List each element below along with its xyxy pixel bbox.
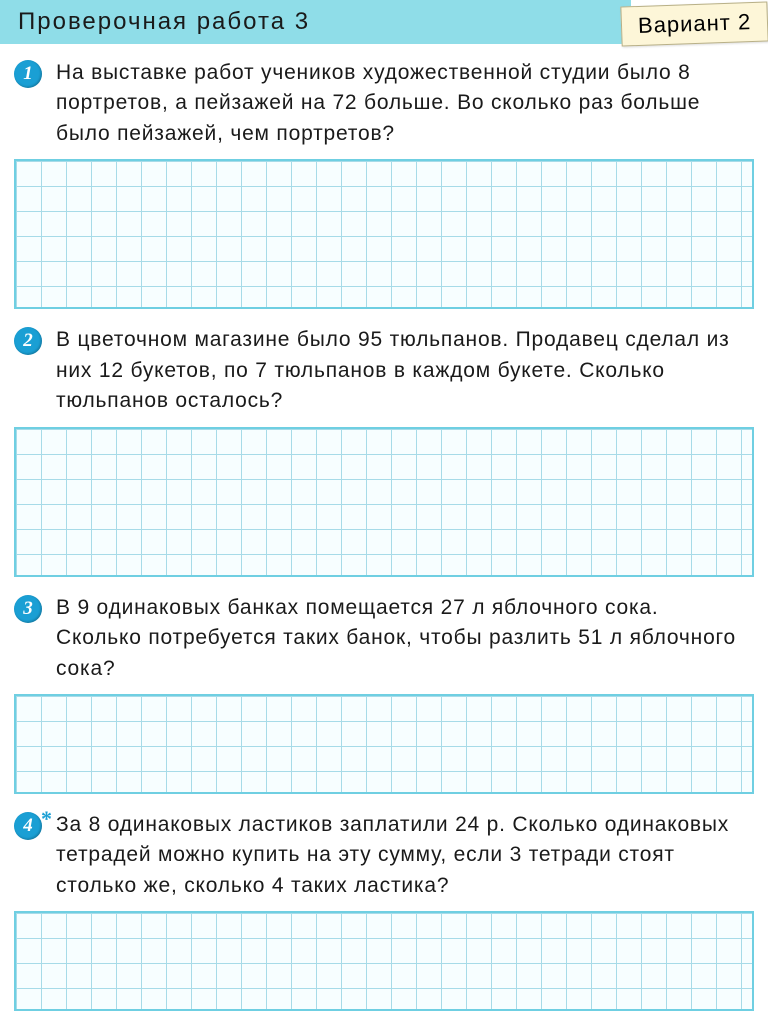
answer-grid-3[interactable] [14,694,754,794]
answer-grid-2[interactable] [14,427,754,577]
problem-badge-3: 3 [14,595,42,623]
header-row: Проверочная работа 3 Вариант 2 [0,0,768,44]
problem-text-3: В 9 одинаковых банках помещается 27 л яб… [56,593,748,684]
problem-text-2: В цветочном магазине было 95 тюльпанов. … [56,325,748,416]
answer-grid-1[interactable] [14,159,754,309]
problem-text-1: На выставке работ учеников художественно… [56,58,748,149]
worksheet-title: Проверочная работа 3 [0,0,631,44]
problem-badge-2: 2 [14,327,42,355]
problem-badge-1: 1 [14,60,42,88]
worksheet-page: Проверочная работа 3 Вариант 2 1 На выста… [0,0,768,1011]
problem-4: 4 За 8 одинаковых ластиков заплатили 24 р… [0,804,768,905]
problem-2: 2 В цветочном магазине было 95 тюльпанов.… [0,319,768,420]
problem-1: 1 На выставке работ учеников художественн… [0,52,768,153]
problem-text-4: За 8 одинаковых ластиков заплатили 24 р.… [56,810,748,901]
problem-badge-4: 4 [14,812,42,840]
answer-grid-4[interactable] [14,911,754,1011]
problem-3: 3 В 9 одинаковых банках помещается 27 л я… [0,587,768,688]
variant-label: Вариант 2 [620,1,768,46]
problems-container: 1 На выставке работ учеников художественн… [0,52,768,1011]
